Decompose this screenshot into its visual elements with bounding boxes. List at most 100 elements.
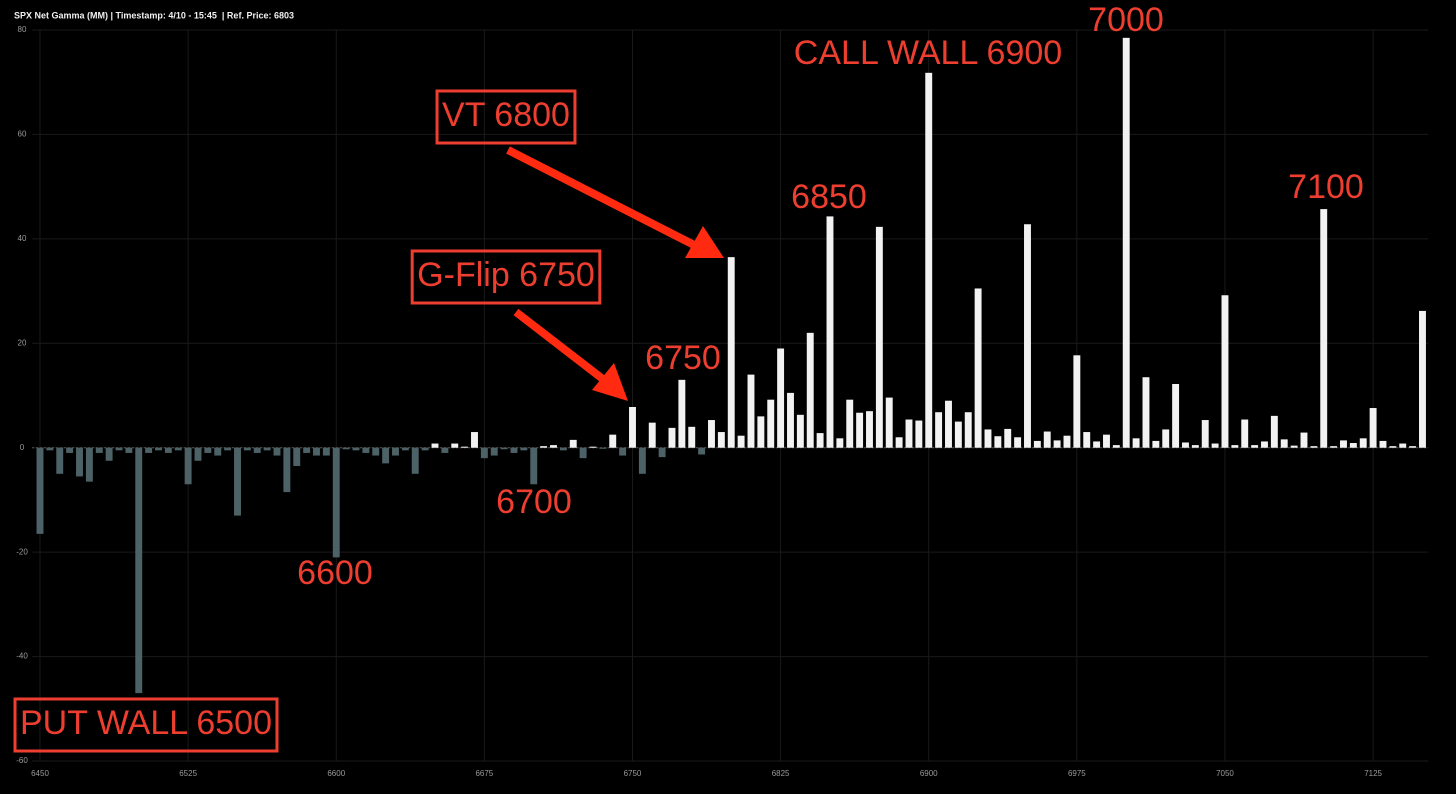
annotation: 6700 — [496, 483, 572, 521]
bar — [1043, 431, 1051, 448]
bar — [1103, 434, 1110, 448]
annotation: 6750 — [645, 339, 721, 377]
bar — [1063, 435, 1071, 448]
y-tick-label: 80 — [18, 25, 27, 34]
bar — [263, 447, 271, 451]
bar — [1112, 445, 1120, 448]
bar — [638, 447, 646, 474]
bar — [352, 447, 360, 451]
bar — [589, 446, 597, 448]
bar — [1053, 440, 1061, 448]
bar — [342, 447, 350, 450]
bar — [520, 447, 528, 451]
bar — [283, 447, 291, 493]
bar — [1409, 446, 1417, 448]
bar — [925, 72, 933, 448]
bar — [421, 447, 429, 451]
bar — [1419, 310, 1426, 448]
bar — [550, 445, 557, 448]
bar — [935, 412, 943, 448]
bar — [1073, 355, 1081, 448]
bar — [1142, 377, 1150, 448]
y-tick-label: 60 — [18, 130, 27, 139]
x-tick-label: 6600 — [327, 769, 345, 778]
bar — [1182, 442, 1189, 448]
annotation: 7000 — [1088, 1, 1164, 39]
bar — [540, 446, 548, 448]
bar — [1340, 440, 1347, 448]
annotation: G-Flip 6750 — [417, 256, 595, 294]
bar — [1300, 432, 1308, 448]
bar — [243, 447, 251, 451]
bar — [480, 447, 488, 459]
bar — [332, 447, 340, 558]
bar — [145, 447, 153, 453]
arrow — [513, 308, 611, 387]
bar — [1172, 384, 1180, 448]
bar — [401, 447, 409, 451]
bar — [569, 439, 577, 448]
bar — [411, 447, 419, 474]
bar — [698, 447, 706, 455]
annotation-box — [13, 697, 279, 753]
bar — [362, 447, 370, 453]
bar — [806, 332, 814, 448]
y-tick-label: -20 — [16, 547, 28, 556]
bar — [796, 414, 804, 448]
bar — [668, 427, 676, 448]
bar — [1122, 37, 1130, 448]
bar — [905, 419, 913, 448]
bar — [974, 288, 982, 448]
bar — [688, 426, 696, 448]
bar — [1280, 439, 1288, 448]
bar — [1231, 445, 1239, 448]
bar — [1152, 440, 1160, 448]
bar — [648, 422, 656, 448]
bar — [1033, 440, 1041, 448]
annotation: PUT WALL 6500 — [20, 704, 272, 742]
bar — [945, 400, 952, 448]
bar — [1191, 445, 1199, 448]
bar — [441, 447, 449, 453]
bar — [885, 397, 893, 448]
bar — [1251, 445, 1259, 448]
arrow-head — [685, 226, 724, 258]
bar — [164, 447, 172, 453]
x-tick-label: 6825 — [772, 769, 790, 778]
bar — [36, 447, 44, 534]
bar — [46, 447, 54, 451]
arrow — [506, 146, 702, 252]
bar — [629, 406, 636, 448]
arrow-head — [592, 363, 628, 401]
bar — [984, 429, 992, 448]
bar — [658, 447, 666, 458]
bar — [619, 447, 627, 456]
bar — [1359, 438, 1367, 448]
bar — [76, 447, 83, 477]
bar — [609, 434, 617, 448]
bar — [1014, 437, 1022, 448]
bar — [1211, 443, 1219, 448]
bar — [1399, 443, 1407, 448]
bar — [1330, 446, 1338, 448]
y-tick-label: 40 — [18, 234, 27, 243]
bar — [856, 412, 864, 448]
bar — [846, 399, 854, 448]
bar — [115, 447, 123, 451]
bar — [85, 447, 93, 482]
bar — [757, 416, 765, 448]
x-tick-label: 6675 — [475, 769, 493, 778]
x-tick-label: 7050 — [1216, 769, 1234, 778]
bar — [184, 447, 192, 485]
bar — [135, 447, 143, 694]
chart-title: SPX Net Gamma (MM) | Timestamp: 4/10 - 1… — [14, 10, 294, 20]
bar — [66, 447, 74, 453]
bar — [915, 420, 923, 448]
annotation: VT 6800 — [442, 96, 570, 134]
y-tick-label: -40 — [16, 652, 28, 661]
bar — [500, 447, 508, 450]
bar — [1290, 445, 1298, 448]
bar — [510, 447, 518, 453]
bar — [954, 421, 962, 448]
bar — [95, 447, 103, 453]
